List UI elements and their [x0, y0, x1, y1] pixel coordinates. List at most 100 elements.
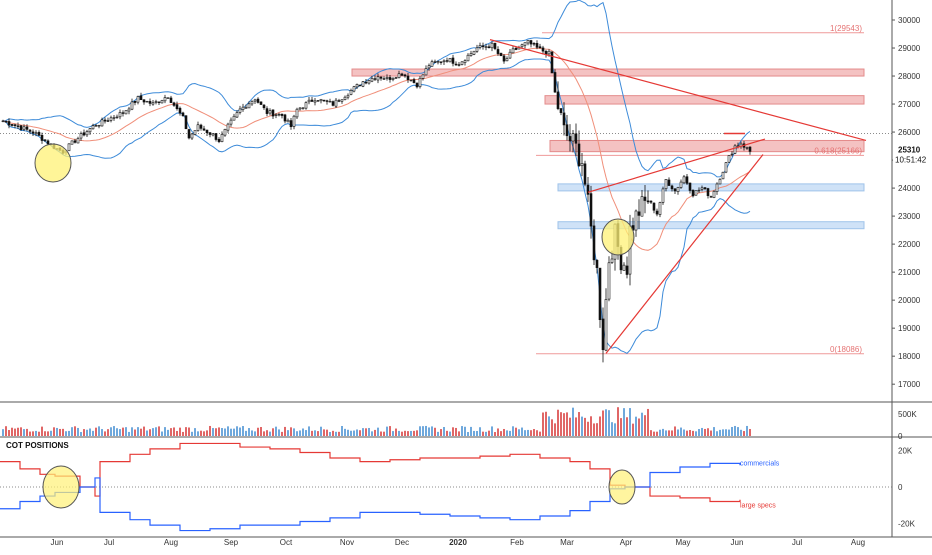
- volume-bar: [215, 428, 217, 436]
- candle-body: [430, 61, 434, 67]
- candle-body: [592, 225, 596, 261]
- volume-bar: [575, 417, 577, 436]
- support-zone: [557, 221, 865, 230]
- volume-bar: [653, 431, 655, 436]
- volume-bar: [320, 426, 322, 436]
- volume-bar: [200, 430, 202, 436]
- volume-bar: [395, 428, 397, 436]
- volume-bar: [638, 418, 640, 436]
- volume-bar: [512, 426, 514, 436]
- volume-bar: [197, 431, 199, 436]
- candle-body: [436, 61, 440, 63]
- time-axis-label: Sep: [224, 538, 239, 547]
- volume-bar: [413, 430, 415, 436]
- volume-bar: [173, 427, 175, 436]
- candle-body: [451, 57, 455, 64]
- volume-bar: [563, 413, 565, 436]
- candle-body: [160, 100, 164, 104]
- fib-level-label: 0.618(25166): [814, 146, 862, 155]
- candle-body: [634, 210, 638, 231]
- candle-body: [457, 64, 461, 66]
- price-tick-label: 24000: [898, 184, 921, 193]
- highlight-circle: [608, 469, 636, 505]
- candle-body: [526, 40, 530, 44]
- candle-body: [658, 202, 662, 215]
- candle-body: [193, 130, 197, 135]
- candle-body: [583, 163, 587, 185]
- candle-body: [553, 72, 557, 93]
- volume-bar: [674, 426, 676, 436]
- candle-body: [256, 98, 260, 103]
- candle-body: [124, 110, 128, 115]
- volume-bar: [665, 430, 667, 436]
- volume-bar: [698, 429, 700, 436]
- candle-body: [688, 182, 692, 191]
- volume-bar: [560, 412, 562, 436]
- volume-bar: [89, 428, 91, 436]
- volume-bar: [383, 431, 385, 436]
- candle-body: [94, 125, 98, 127]
- candle-body: [490, 42, 494, 49]
- volume-bar: [719, 429, 721, 436]
- volume-bar: [317, 431, 319, 436]
- candle-body: [565, 124, 569, 137]
- candle-body: [400, 73, 404, 76]
- candle-body: [502, 55, 506, 62]
- price-tick-label: 29000: [898, 44, 921, 53]
- candle-body: [403, 74, 407, 77]
- candle-body: [217, 138, 221, 142]
- resistance-zone: [549, 139, 865, 153]
- volume-bar: [458, 431, 460, 436]
- cot-tick-label: 0: [898, 483, 903, 492]
- volume-bar: [326, 429, 328, 436]
- volume-bar: [572, 407, 574, 436]
- volume-bar: [728, 429, 730, 436]
- candle-body: [601, 318, 605, 351]
- volume-bar: [689, 429, 691, 436]
- volume-bar: [170, 428, 172, 436]
- volume-bar: [158, 426, 160, 436]
- candle-body: [475, 47, 479, 52]
- candle-body: [316, 100, 320, 102]
- candle-body: [586, 184, 590, 195]
- candle-body: [154, 101, 158, 103]
- candle-body: [412, 79, 416, 83]
- candle-body: [460, 61, 464, 65]
- volume-bar: [737, 427, 739, 436]
- volume-bar: [611, 422, 613, 436]
- candle-body: [175, 104, 179, 110]
- candle-body: [673, 188, 677, 192]
- volume-bar: [482, 431, 484, 436]
- candle-body: [721, 171, 725, 180]
- candle-body: [571, 133, 575, 142]
- volume-bar: [404, 430, 406, 436]
- volume-bar: [647, 408, 649, 436]
- volume-bar: [104, 431, 106, 436]
- candle-body: [406, 75, 410, 80]
- candle-body: [697, 189, 701, 192]
- candle-body: [226, 123, 230, 131]
- candle-body: [118, 112, 122, 118]
- volume-bar: [275, 426, 277, 436]
- time-axis-label: Feb: [510, 538, 524, 547]
- candle-body: [397, 73, 401, 79]
- volume-bar: [605, 409, 607, 436]
- candle-body: [142, 99, 146, 103]
- volume-bar: [515, 427, 517, 436]
- candle-body: [427, 65, 431, 69]
- volume-bar: [365, 428, 367, 436]
- candle-body: [664, 179, 668, 190]
- candle-body: [547, 50, 551, 55]
- volume-bar: [461, 426, 463, 436]
- candle-body: [139, 95, 143, 101]
- volume-bar: [725, 429, 727, 436]
- trend-line-down: [489, 39, 867, 142]
- candle-body: [181, 112, 185, 117]
- candle-body: [223, 129, 227, 136]
- volume-bar: [338, 431, 340, 436]
- volume-bar: [164, 427, 166, 436]
- volume-bar: [548, 416, 550, 436]
- cot-tick-label: -20K: [898, 519, 916, 528]
- candle-body: [481, 45, 485, 48]
